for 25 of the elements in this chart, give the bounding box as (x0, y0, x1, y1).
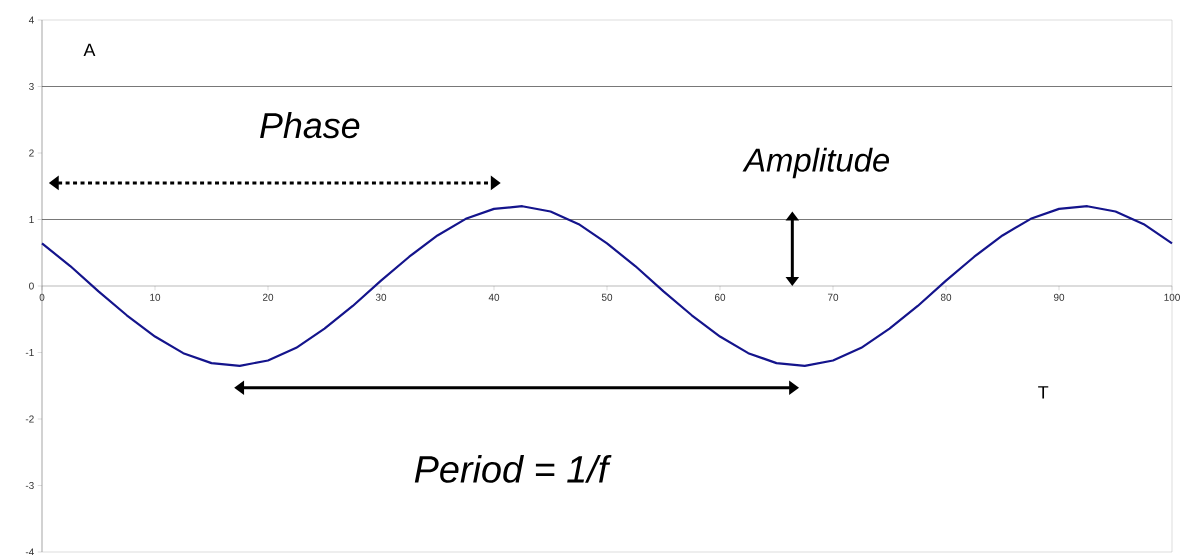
x-tick-label: 0 (39, 293, 45, 301)
x-tick-label: 50 (601, 293, 613, 301)
x-tick-label: 90 (1053, 293, 1065, 301)
y-tick-label: 3 (29, 82, 34, 91)
x-tick-label: 30 (375, 293, 387, 301)
y-tick-label: 4 (28, 16, 34, 24)
x-tick-label: 40 (488, 293, 500, 301)
annotation: Period = 1/f (414, 454, 612, 483)
y-tick-label: -1 (25, 349, 34, 356)
annotation: A (83, 43, 96, 57)
y-tick-label: 1 (29, 216, 34, 223)
y-tick-label: -2 (25, 415, 34, 423)
y-tick-label: -3 (25, 481, 34, 490)
annotation: Amplitude (742, 147, 890, 179)
y-tick-label: -4 (25, 548, 34, 555)
x-tick-label: 60 (714, 293, 726, 301)
x-tick-label: 100 (1164, 293, 1180, 301)
x-tick-label: 80 (940, 293, 952, 301)
annotation: Phase (260, 111, 360, 139)
y-tick-label: 0 (29, 282, 34, 290)
x-tick-label: 10 (150, 293, 161, 301)
x-tick-label: 20 (262, 293, 274, 301)
annotation: T (1038, 386, 1049, 399)
y-tick-label: 2 (29, 149, 34, 157)
x-tick-label: 70 (827, 293, 839, 301)
